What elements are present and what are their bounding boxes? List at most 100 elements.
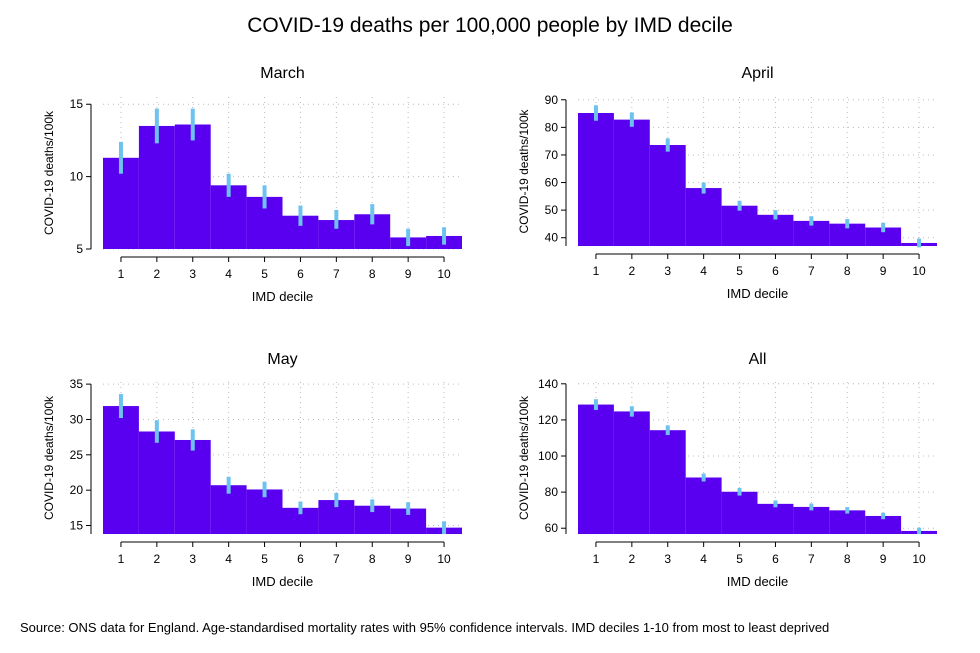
x-tick-label: 10 [912, 264, 926, 278]
bar [649, 430, 686, 534]
x-tick-label: 2 [629, 552, 636, 566]
x-tick-label: 8 [369, 267, 376, 281]
bar [721, 491, 758, 534]
figure-title: COVID-19 deaths per 100,000 people by IM… [247, 14, 733, 37]
x-tick-label: 8 [844, 552, 851, 566]
y-tick-label: 100 [538, 449, 558, 463]
bar [829, 223, 866, 246]
x-tick-label: 5 [736, 552, 743, 566]
bar [649, 145, 686, 246]
x-tick-label: 7 [808, 552, 815, 566]
x-tick-label: 7 [333, 267, 340, 281]
x-tick-label: 2 [629, 264, 636, 278]
y-axis-label: COVID-19 deaths/100k [42, 110, 56, 235]
x-tick-label: 5 [261, 552, 268, 566]
x-tick-label: 9 [880, 552, 887, 566]
x-tick-label: 1 [118, 267, 125, 281]
y-tick-label: 20 [70, 483, 84, 497]
bar [865, 515, 902, 534]
y-axis-label: COVID-19 deaths/100k [42, 395, 56, 520]
panel-title: March [260, 65, 304, 82]
bar [829, 510, 866, 534]
x-tick-label: 2 [154, 267, 161, 281]
source-note: Source: ONS data for England. Age-standa… [20, 620, 830, 635]
x-tick-label: 9 [405, 552, 412, 566]
x-tick-label: 8 [369, 552, 376, 566]
x-tick-label: 1 [118, 552, 125, 566]
x-tick-label: 5 [736, 264, 743, 278]
y-tick-label: 80 [545, 120, 559, 134]
x-tick-label: 3 [664, 552, 671, 566]
x-tick-label: 3 [664, 264, 671, 278]
y-tick-label: 15 [70, 97, 84, 111]
y-tick-label: 80 [545, 485, 559, 499]
bar [613, 411, 650, 534]
bar [138, 125, 175, 249]
x-axis-label: IMD decile [727, 286, 788, 301]
bar [757, 214, 794, 246]
y-tick-label: 10 [70, 170, 84, 184]
x-axis-label: IMD decile [727, 574, 788, 589]
x-tick-label: 10 [437, 552, 451, 566]
y-tick-label: 15 [70, 519, 84, 533]
chart-panel-march: 5 10 15 1 2 3 4 5 6 7 8 9 10 March IMD decile COVID-19 … [42, 65, 462, 304]
y-tick-label: 90 [545, 93, 559, 107]
chart-panel-may: 15 20 25 30 35 1 2 3 4 5 6 7 8 9 10 May IMD decile COVID-… [42, 351, 462, 589]
x-tick-label: 10 [912, 552, 926, 566]
x-axis-label: IMD decile [252, 289, 313, 304]
y-tick-label: 40 [545, 231, 559, 245]
x-axis-label: IMD decile [252, 574, 313, 589]
y-axis-label: COVID-19 deaths/100k [517, 108, 531, 233]
bar [685, 188, 722, 246]
x-tick-label: 5 [261, 267, 268, 281]
panel-title: May [267, 351, 297, 368]
y-tick-label: 25 [70, 448, 84, 462]
y-tick-label: 35 [70, 377, 84, 391]
bar [685, 477, 722, 534]
x-tick-label: 4 [700, 264, 707, 278]
x-tick-label: 2 [154, 552, 161, 566]
bar [793, 506, 830, 534]
bar [174, 124, 211, 249]
x-tick-label: 7 [333, 552, 340, 566]
bar [578, 404, 614, 534]
x-tick-label: 4 [225, 267, 232, 281]
y-tick-label: 50 [545, 203, 559, 217]
x-tick-label: 3 [189, 267, 196, 281]
y-tick-label: 5 [76, 242, 83, 256]
x-tick-label: 10 [437, 267, 451, 281]
x-tick-label: 7 [808, 264, 815, 278]
x-tick-label: 9 [405, 267, 412, 281]
bar [721, 205, 758, 246]
bar [613, 119, 650, 246]
x-tick-label: 6 [297, 552, 304, 566]
y-tick-label: 120 [538, 413, 558, 427]
x-tick-label: 4 [700, 552, 707, 566]
x-tick-label: 3 [189, 552, 196, 566]
x-tick-label: 1 [593, 264, 600, 278]
bar [578, 113, 614, 247]
chart-panel-april: 40 50 60 70 80 90 1 2 3 4 5 6 7 8 9 10 April IMD decile CO… [517, 65, 937, 301]
x-tick-label: 9 [880, 264, 887, 278]
bar [138, 431, 175, 534]
y-axis-label: COVID-19 deaths/100k [517, 395, 531, 520]
x-tick-label: 6 [772, 552, 779, 566]
y-tick-label: 60 [545, 176, 559, 190]
y-tick-label: 30 [70, 412, 84, 426]
y-tick-label: 60 [545, 521, 559, 535]
y-tick-label: 140 [538, 377, 558, 391]
panel-title: All [749, 351, 767, 368]
x-tick-label: 8 [844, 264, 851, 278]
x-tick-label: 6 [297, 267, 304, 281]
bar [174, 439, 211, 534]
panel-title: April [741, 65, 773, 82]
y-tick-label: 70 [545, 148, 559, 162]
x-tick-label: 4 [225, 552, 232, 566]
bar [103, 406, 139, 534]
bar [757, 503, 794, 534]
bar [865, 227, 902, 246]
chart-panel-all: 60 80 100 120 140 1 2 3 4 5 6 7 8 9 10 All IMD decile COV… [517, 351, 937, 589]
x-tick-label: 1 [593, 552, 600, 566]
x-tick-label: 6 [772, 264, 779, 278]
